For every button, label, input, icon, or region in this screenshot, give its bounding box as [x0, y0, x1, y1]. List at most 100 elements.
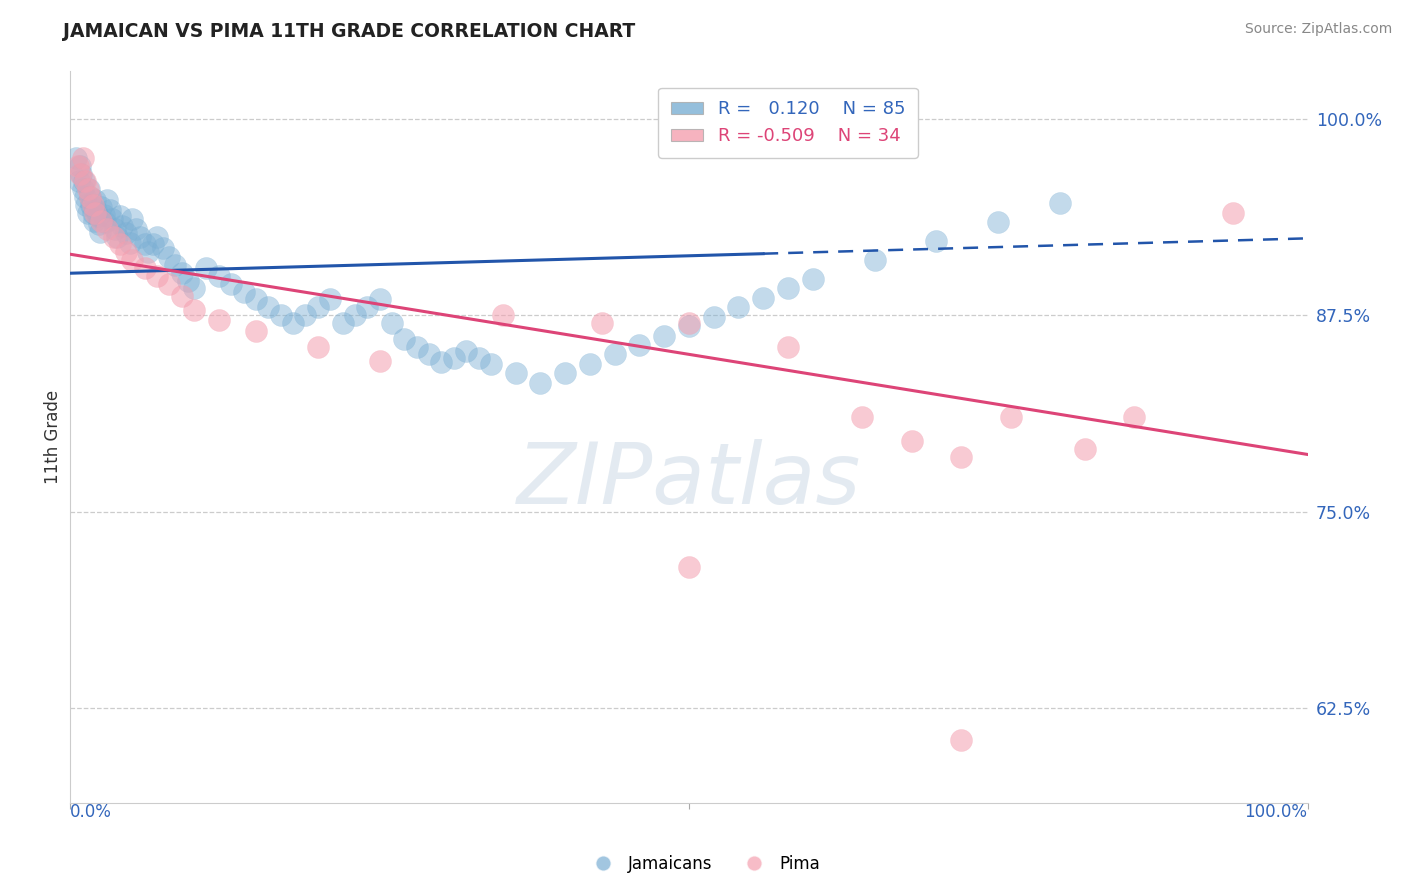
Point — [356, 301, 378, 315]
Point — [1222, 206, 1244, 220]
Point — [257, 301, 280, 315]
Point — [307, 301, 329, 315]
Point — [554, 367, 576, 381]
Point — [79, 190, 101, 204]
Point — [505, 367, 527, 381]
Point — [851, 410, 873, 425]
Point — [579, 357, 602, 371]
Point — [104, 221, 127, 235]
Point — [79, 190, 101, 204]
Point — [678, 319, 700, 334]
Point — [245, 324, 267, 338]
Point — [121, 212, 143, 227]
Point — [950, 732, 973, 747]
Point — [281, 316, 304, 330]
Point — [105, 229, 128, 244]
Point — [430, 355, 453, 369]
Point — [73, 174, 96, 188]
Point — [93, 207, 115, 221]
Point — [70, 167, 93, 181]
Point — [652, 328, 675, 343]
Point — [76, 206, 98, 220]
Point — [108, 237, 131, 252]
Point — [86, 209, 108, 223]
Point — [128, 229, 150, 244]
Point — [101, 212, 124, 227]
Text: JAMAICAN VS PIMA 11TH GRADE CORRELATION CHART: JAMAICAN VS PIMA 11TH GRADE CORRELATION … — [63, 22, 636, 41]
Point — [75, 174, 97, 188]
Point — [98, 202, 121, 217]
Point — [443, 351, 465, 365]
Point — [343, 308, 366, 322]
Point — [75, 198, 97, 212]
Point — [678, 316, 700, 330]
Point — [170, 266, 193, 280]
Point — [157, 250, 180, 264]
Point — [776, 340, 799, 354]
Point — [84, 202, 107, 217]
Point — [108, 209, 131, 223]
Point — [368, 293, 391, 307]
Point — [405, 340, 427, 354]
Point — [67, 174, 90, 188]
Point — [146, 268, 169, 283]
Point — [77, 182, 100, 196]
Point — [66, 159, 89, 173]
Point — [69, 159, 91, 173]
Point — [136, 245, 159, 260]
Point — [987, 215, 1010, 229]
Point — [208, 268, 231, 283]
Point — [591, 316, 613, 330]
Point — [183, 281, 205, 295]
Point — [270, 308, 292, 322]
Legend: Jamaicans, Pima: Jamaicans, Pima — [579, 848, 827, 880]
Point — [75, 190, 97, 204]
Point — [87, 217, 110, 231]
Point — [319, 293, 342, 307]
Point — [863, 253, 886, 268]
Point — [307, 340, 329, 354]
Point — [76, 182, 98, 196]
Point — [776, 281, 799, 295]
Point — [950, 450, 973, 464]
Point — [456, 344, 478, 359]
Point — [245, 293, 267, 307]
Y-axis label: 11th Grade: 11th Grade — [44, 390, 62, 484]
Point — [83, 214, 105, 228]
Point — [94, 215, 117, 229]
Point — [152, 241, 174, 255]
Point — [727, 301, 749, 315]
Point — [69, 167, 91, 181]
Point — [84, 194, 107, 208]
Point — [529, 376, 551, 390]
Point — [1074, 442, 1097, 456]
Point — [332, 316, 354, 330]
Point — [479, 357, 502, 371]
Point — [146, 229, 169, 244]
Point — [294, 308, 316, 322]
Point — [111, 219, 134, 233]
Point — [125, 221, 148, 235]
Point — [118, 235, 141, 250]
Point — [82, 198, 104, 212]
Point — [801, 272, 824, 286]
Point — [89, 225, 111, 239]
Point — [900, 434, 922, 448]
Point — [103, 229, 125, 244]
Point — [219, 277, 242, 291]
Point — [90, 214, 112, 228]
Point — [703, 310, 725, 324]
Point — [82, 206, 104, 220]
Point — [467, 351, 489, 365]
Point — [1049, 196, 1071, 211]
Point — [65, 151, 87, 165]
Point — [195, 260, 218, 275]
Point — [96, 221, 118, 235]
Point — [418, 347, 440, 361]
Point — [603, 347, 626, 361]
Point — [134, 237, 156, 252]
Text: ZIPatlas: ZIPatlas — [517, 440, 860, 523]
Text: 100.0%: 100.0% — [1244, 803, 1308, 821]
Point — [142, 237, 165, 252]
Point — [72, 151, 94, 165]
